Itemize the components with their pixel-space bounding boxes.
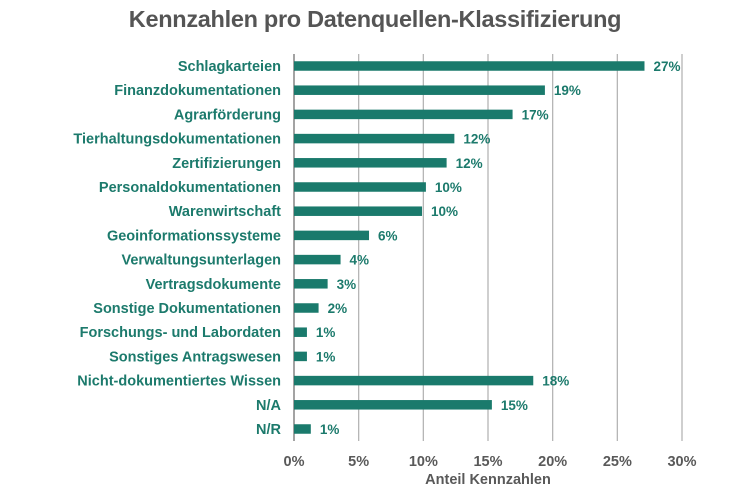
data-label: 10%: [431, 204, 458, 219]
value-labels: 27% 19% 17% 12% 12% 10% 10% 6% 4% 3% 2% 1% 1% 18% 15% 1…: [316, 59, 681, 437]
bar: [294, 133, 455, 144]
data-label: 19%: [554, 83, 581, 98]
data-label: 3%: [337, 277, 357, 292]
category-label: Geoinformationssysteme: [107, 228, 281, 244]
category-label: Warenwirtschaft: [169, 204, 281, 220]
bar: [294, 230, 370, 241]
bar: [294, 85, 545, 95]
bar: [294, 303, 319, 313]
bar: [294, 254, 341, 265]
category-label: Schlagkarteien: [178, 59, 281, 75]
data-label: 1%: [316, 349, 336, 364]
category-label: Agrarförderung: [174, 107, 281, 123]
chart-title: Kennzahlen pro Datenquellen-Klassifizier…: [128, 6, 622, 32]
x-tick-label: 10%: [409, 454, 438, 470]
x-tick-label: 5%: [348, 454, 369, 470]
data-label: 15%: [501, 398, 528, 413]
category-label: Forschungs- und Labordaten: [80, 325, 281, 341]
bar: [294, 351, 307, 362]
data-label: 17%: [522, 107, 549, 122]
bar: [294, 182, 426, 192]
bar: [294, 424, 311, 434]
bar: [294, 375, 534, 386]
category-label: N/R: [256, 422, 282, 438]
category-label: Personaldokumentationen: [99, 180, 281, 196]
category-label: N/A: [256, 398, 282, 414]
category-labels: Schlagkarteien Finanzdokumentationen Agrar…: [73, 59, 281, 438]
x-tick-label: 0%: [284, 454, 305, 470]
bar: [294, 327, 307, 337]
data-label: 1%: [320, 422, 340, 437]
bar: [294, 279, 328, 289]
x-tick-label: 15%: [473, 454, 502, 470]
category-label: Verwaltungsunterlagen: [121, 253, 281, 269]
bar: [294, 400, 492, 410]
bar: [294, 206, 423, 216]
category-label: Finanzdokumentationen: [114, 83, 281, 99]
category-label: Sonstige Dokumentationen: [93, 301, 281, 317]
category-label: Nicht-dokumentiertes Wissen: [77, 374, 281, 390]
x-tick-label: 25%: [603, 454, 632, 470]
bar: [294, 61, 645, 71]
data-label: 12%: [456, 156, 483, 171]
data-label: 18%: [542, 374, 569, 389]
data-label: 27%: [653, 59, 680, 74]
data-label: 1%: [316, 325, 336, 340]
x-tick-labels: 0% 5% 10% 15% 20% 25% 30%: [284, 454, 697, 470]
category-label: Tierhaltungsdokumentationen: [73, 132, 281, 148]
bar: [294, 158, 447, 168]
data-label: 12%: [463, 132, 490, 147]
data-label: 4%: [350, 253, 370, 268]
bars: [294, 61, 645, 434]
x-axis-title: Anteil Kennzahlen: [425, 472, 551, 488]
data-label: 6%: [378, 228, 398, 243]
x-tick-label: 30%: [667, 454, 696, 470]
x-tick-label: 20%: [538, 454, 567, 470]
data-label: 10%: [435, 180, 462, 195]
category-label: Zertifizierungen: [172, 156, 281, 172]
data-label: 2%: [328, 301, 348, 316]
category-label: Vertragsdokumente: [146, 277, 281, 293]
bar: [294, 109, 513, 120]
category-label: Sonstiges Antragswesen: [109, 349, 281, 365]
